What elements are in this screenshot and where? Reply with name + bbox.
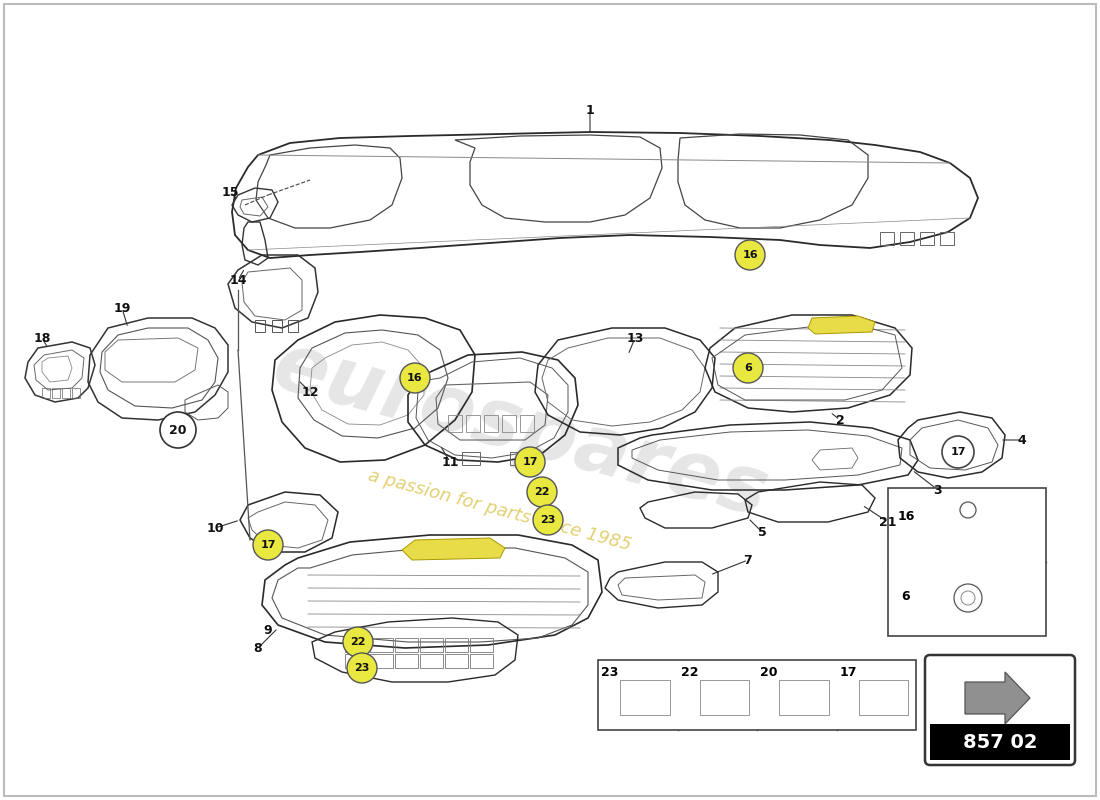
Circle shape xyxy=(735,240,764,270)
Text: 16: 16 xyxy=(407,373,422,383)
Circle shape xyxy=(343,627,373,657)
Text: a passion for parts since 1985: a passion for parts since 1985 xyxy=(366,466,634,554)
Circle shape xyxy=(942,436,974,468)
Bar xyxy=(858,680,907,715)
Text: 10: 10 xyxy=(207,522,223,534)
Polygon shape xyxy=(965,672,1030,724)
Text: 14: 14 xyxy=(229,274,246,286)
Bar xyxy=(930,724,1070,760)
Text: 7: 7 xyxy=(744,554,752,566)
Circle shape xyxy=(160,412,196,448)
Text: 3: 3 xyxy=(934,483,943,497)
Bar xyxy=(620,680,670,715)
Text: 22: 22 xyxy=(681,666,698,678)
Text: 1: 1 xyxy=(585,103,594,117)
Text: 8: 8 xyxy=(254,642,262,654)
Bar xyxy=(779,680,828,715)
Circle shape xyxy=(400,363,430,393)
Text: 6: 6 xyxy=(744,363,752,373)
Circle shape xyxy=(534,505,563,535)
Text: 18: 18 xyxy=(33,331,51,345)
Text: 2: 2 xyxy=(836,414,845,426)
Text: 23: 23 xyxy=(354,663,370,673)
Circle shape xyxy=(733,353,763,383)
Text: 15: 15 xyxy=(221,186,239,198)
FancyBboxPatch shape xyxy=(925,655,1075,765)
Text: 22: 22 xyxy=(350,637,365,647)
Text: 22: 22 xyxy=(535,487,550,497)
Bar xyxy=(700,680,749,715)
Text: 17: 17 xyxy=(950,447,966,457)
Text: eurospares: eurospares xyxy=(264,326,776,534)
Text: 13: 13 xyxy=(626,331,644,345)
Text: 20: 20 xyxy=(760,666,778,678)
Circle shape xyxy=(253,530,283,560)
Bar xyxy=(888,488,1046,636)
Text: 19: 19 xyxy=(113,302,131,314)
Circle shape xyxy=(527,477,557,507)
Text: 17: 17 xyxy=(839,666,857,678)
Text: 17: 17 xyxy=(522,457,538,467)
Text: 5: 5 xyxy=(758,526,767,538)
Text: 9: 9 xyxy=(264,623,273,637)
Text: 16: 16 xyxy=(742,250,758,260)
Bar xyxy=(598,660,916,730)
Circle shape xyxy=(515,447,544,477)
Text: 6: 6 xyxy=(902,590,911,602)
Text: 11: 11 xyxy=(441,455,459,469)
Text: 20: 20 xyxy=(169,423,187,437)
Text: 16: 16 xyxy=(898,510,915,522)
Text: 4: 4 xyxy=(1018,434,1026,446)
Text: 857 02: 857 02 xyxy=(962,733,1037,751)
Text: 23: 23 xyxy=(540,515,556,525)
Polygon shape xyxy=(808,316,874,334)
Text: 21: 21 xyxy=(879,515,896,529)
Text: 23: 23 xyxy=(602,666,618,678)
Text: 12: 12 xyxy=(301,386,319,398)
Circle shape xyxy=(346,653,377,683)
Text: 17: 17 xyxy=(261,540,276,550)
Polygon shape xyxy=(402,538,505,560)
